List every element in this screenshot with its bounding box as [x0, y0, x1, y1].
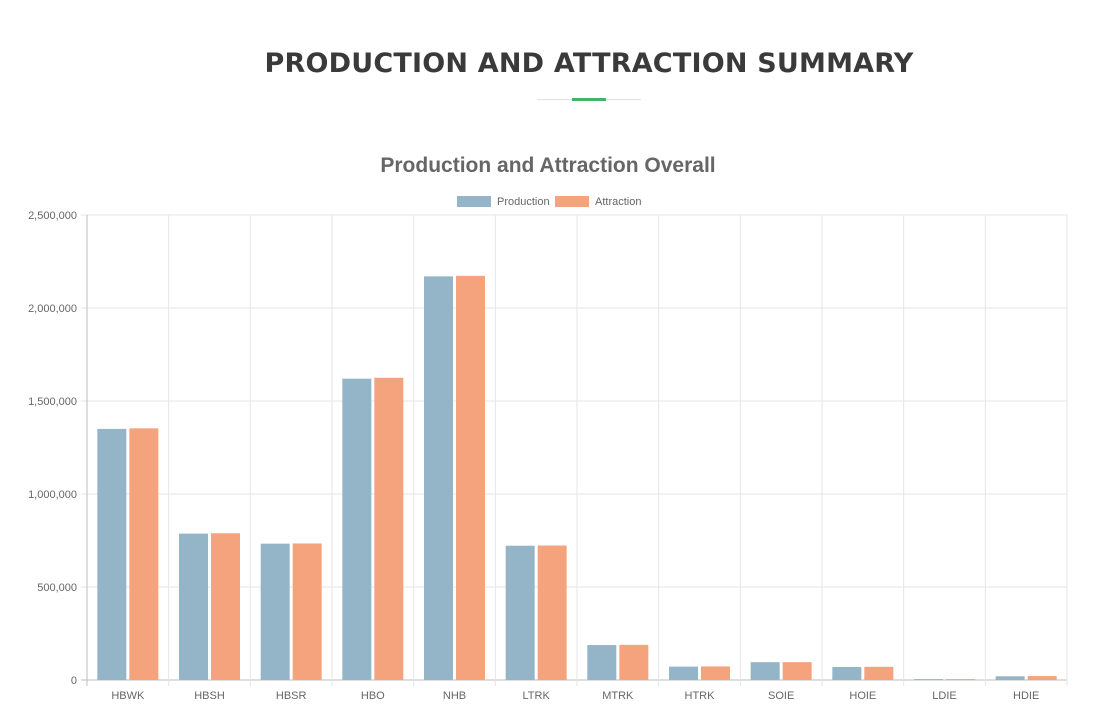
y-tick-label: 2,000,000 — [28, 303, 77, 315]
bar-production-ldie — [914, 679, 943, 680]
bar-attraction-hbo — [374, 377, 404, 680]
x-tick-label: SOIE — [768, 690, 794, 702]
x-tick-label: LTRK — [523, 690, 551, 702]
bar-production-htrk — [669, 666, 698, 680]
bar-attraction-hoie — [864, 666, 894, 680]
legend-swatch-production — [457, 196, 491, 207]
chart-grid — [81, 214, 1068, 686]
x-axis-ticks: HBWK HBSH HBSR HBO NHB LTRK MTRK HTRK SOIE HOIE LD… — [111, 690, 1039, 702]
x-tick-label: HBSR — [276, 690, 307, 702]
title-divider-accent — [572, 98, 606, 101]
chart-title: Production and Attraction Overall — [380, 154, 715, 177]
x-tick-label: HDIE — [1013, 690, 1039, 702]
x-tick-label: HBO — [361, 690, 385, 702]
legend-label-attraction: Attraction — [595, 196, 641, 208]
bar-attraction-htrk — [701, 666, 730, 680]
chart-legend: Production Attraction — [457, 196, 641, 208]
y-tick-label: 500,000 — [37, 582, 77, 594]
bar-production-soie — [750, 662, 780, 680]
bar-production-ltrk — [505, 545, 535, 680]
bar-production-nhb — [424, 276, 453, 680]
y-tick-label: 2,500,000 — [28, 210, 77, 222]
bar-production-hbsh — [179, 533, 208, 680]
bar-attraction-mtrk — [619, 644, 649, 680]
bar-production-mtrk — [587, 645, 617, 680]
bar-production-hoie — [832, 666, 862, 680]
chart-bars — [97, 275, 1057, 680]
bar-production-hbo — [342, 378, 372, 680]
legend-label-production: Production — [497, 196, 550, 208]
x-tick-label: MTRK — [602, 690, 634, 702]
y-tick-label: 1,000,000 — [28, 489, 77, 501]
bar-attraction-ldie — [946, 679, 975, 680]
x-tick-label: NHB — [443, 690, 466, 702]
y-tick-label: 0 — [71, 675, 77, 687]
bar-attraction-ltrk — [537, 545, 567, 680]
bar-attraction-hbsr — [292, 543, 322, 680]
bar-production-hdie — [995, 676, 1025, 680]
bar-attraction-nhb — [456, 275, 485, 680]
section-title: PRODUCTION AND ATTRACTION SUMMARY — [264, 48, 914, 79]
legend-swatch-attraction — [555, 196, 589, 207]
bar-production-hbsr — [260, 543, 290, 680]
x-tick-label: HBSH — [194, 690, 225, 702]
x-tick-label: HBWK — [111, 690, 145, 702]
y-tick-label: 1,500,000 — [28, 396, 77, 408]
bar-attraction-hbwk — [129, 428, 159, 680]
x-tick-label: HOIE — [849, 690, 876, 702]
bar-attraction-soie — [782, 662, 812, 680]
y-axis-ticks: 0 500,000 1,000,000 1,500,000 2,000,000 2,500… — [28, 210, 77, 687]
bar-production-hbwk — [97, 428, 127, 680]
x-tick-label: HTRK — [685, 690, 716, 702]
bar-attraction-hbsh — [211, 533, 240, 680]
x-tick-label: LDIE — [932, 690, 956, 702]
bar-attraction-hdie — [1027, 676, 1057, 680]
